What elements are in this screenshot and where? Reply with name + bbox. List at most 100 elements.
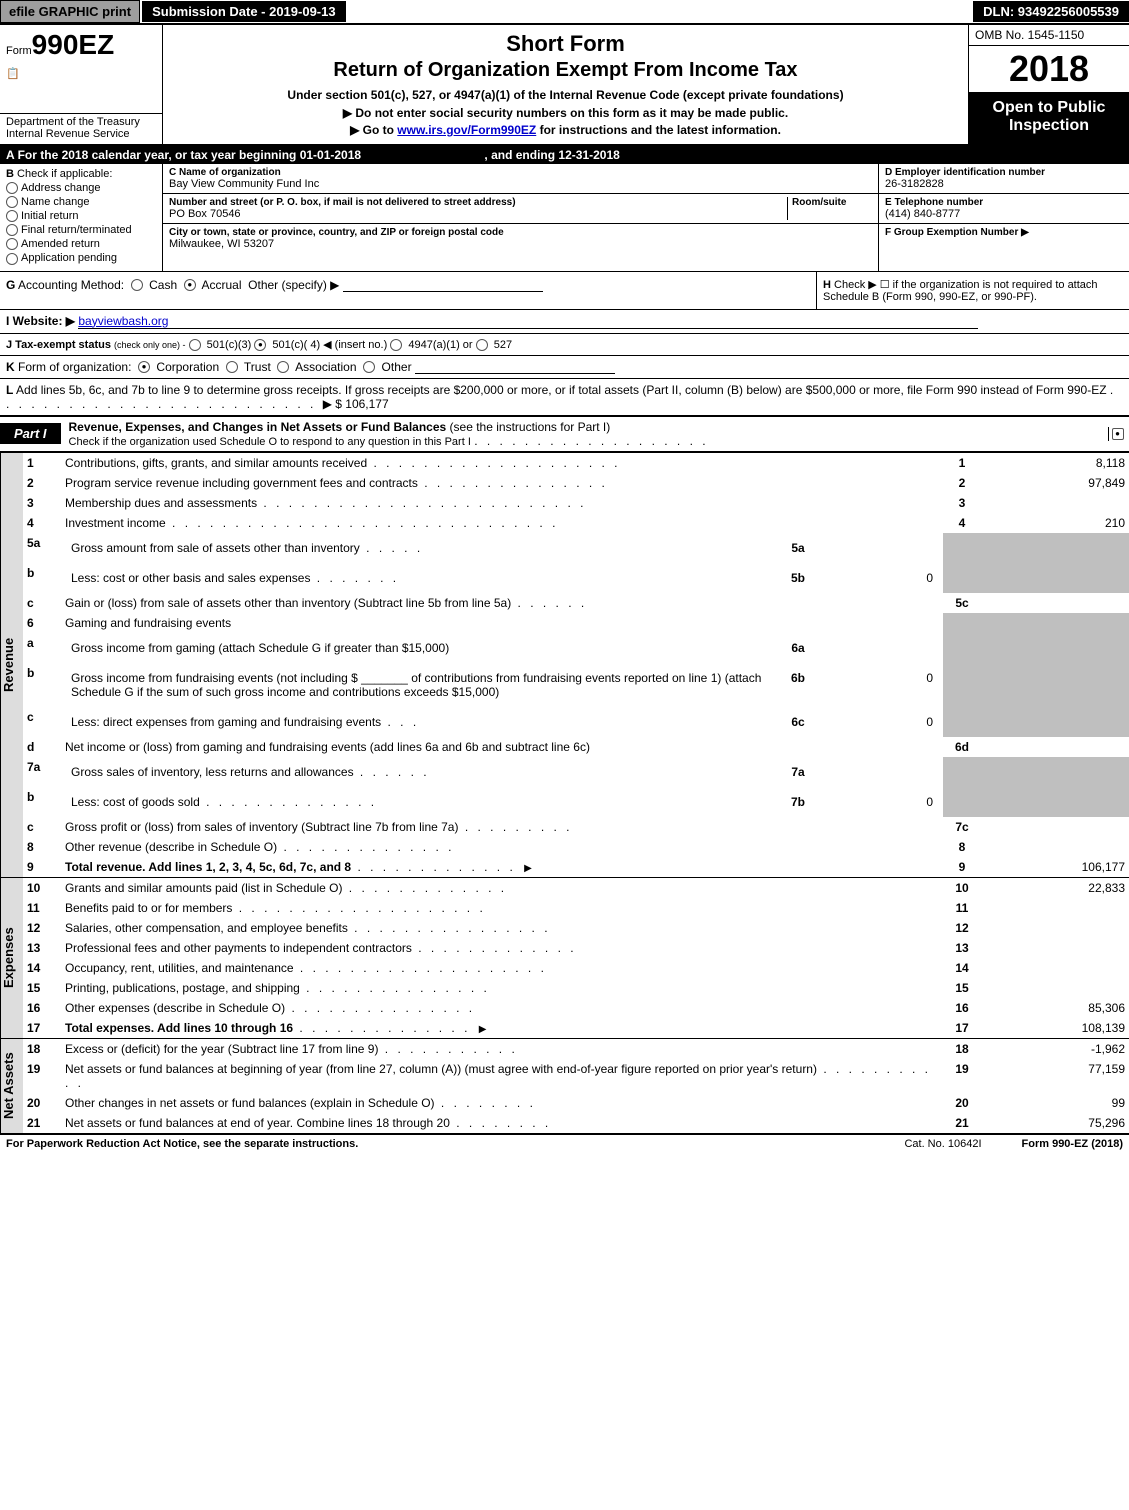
line-3-val: [981, 493, 1129, 513]
chk-final-return[interactable]: [6, 224, 18, 236]
j-note: (check only one) -: [114, 340, 186, 350]
expenses-side-label: Expenses: [0, 878, 23, 1038]
chk-trust[interactable]: [226, 361, 238, 373]
line-7b-ival: 0: [819, 792, 937, 812]
line-6-num: 6: [23, 613, 61, 633]
line-3-rnum: 3: [943, 493, 981, 513]
c-city-label: City or town, state or province, country…: [169, 227, 872, 238]
line-9-desc: Total revenue. Add lines 1, 2, 3, 4, 5c,…: [65, 860, 351, 874]
lbl-cash: Cash: [149, 278, 177, 292]
website-link[interactable]: bayviewbash.org: [78, 314, 978, 329]
chk-assoc[interactable]: [277, 361, 289, 373]
line-20-num: 20: [23, 1093, 61, 1113]
line-5b-shade: [943, 563, 981, 593]
line-6a-shade2: [981, 633, 1129, 663]
org-address: PO Box 70546: [169, 208, 787, 220]
line-6c-ibox: 6c: [779, 712, 817, 732]
line-6a-num: a: [23, 633, 61, 663]
irs-link[interactable]: www.irs.gov/Form990EZ: [397, 123, 536, 137]
h-label: H: [823, 279, 831, 291]
row-l: L Add lines 5b, 6c, and 7b to line 9 to …: [0, 379, 1129, 416]
line-14-desc: Occupancy, rent, utilities, and maintena…: [65, 961, 294, 975]
chk-address-change[interactable]: [6, 182, 18, 194]
line-11-desc: Benefits paid to or for members: [65, 901, 232, 915]
line-17-val: 108,139: [981, 1018, 1129, 1038]
top-bar: efile GRAPHIC print Submission Date - 20…: [0, 0, 1129, 25]
line-16-desc: Other expenses (describe in Schedule O): [65, 1001, 285, 1015]
line-5c-num: c: [23, 593, 61, 613]
line-9-val: 106,177: [981, 857, 1129, 877]
dept-irs: Internal Revenue Service: [6, 128, 156, 140]
revenue-side-label: Revenue: [0, 453, 23, 877]
b-label: B: [6, 168, 14, 180]
chk-app-pending[interactable]: [6, 253, 18, 265]
chk-501c3[interactable]: [189, 339, 201, 351]
form-id-cell: Form990EZ 📋: [0, 25, 163, 114]
line-5c-rnum: 5c: [943, 593, 981, 613]
column-c: C Name of organization Bay View Communit…: [163, 164, 878, 271]
line-21-num: 21: [23, 1113, 61, 1133]
chk-other-org[interactable]: [363, 361, 375, 373]
line-19-val: 77,159: [981, 1059, 1129, 1093]
line-6c-desc: Less: direct expenses from gaming and fu…: [71, 715, 381, 729]
k-text: Form of organization:: [18, 360, 131, 374]
tax-year: 2018: [969, 46, 1129, 93]
line-6c-ival: 0: [819, 712, 937, 732]
line-16-rnum: 16: [943, 998, 981, 1018]
line-6-shade2: [981, 613, 1129, 633]
line-14-val: [981, 958, 1129, 978]
line-15-desc: Printing, publications, postage, and shi…: [65, 981, 300, 995]
line-12-num: 12: [23, 918, 61, 938]
column-b: B Check if applicable: Address change Na…: [0, 164, 163, 271]
line-6-desc: Gaming and fundraising events: [61, 613, 943, 633]
line-4-rnum: 4: [943, 513, 981, 533]
line-2-num: 2: [23, 473, 61, 493]
row-g-h: G Accounting Method: Cash Accrual Other …: [0, 272, 1129, 310]
line-21-desc: Net assets or fund balances at end of ye…: [65, 1116, 450, 1130]
chk-accrual[interactable]: [184, 279, 196, 291]
lbl-527: 527: [494, 339, 512, 351]
line-5a-ival: [819, 538, 937, 558]
line-14-rnum: 14: [943, 958, 981, 978]
line-1-desc: Contributions, gifts, grants, and simila…: [65, 456, 367, 470]
line-6a-desc: Gross income from gaming (attach Schedul…: [71, 641, 449, 655]
line-5c-val: [981, 593, 1129, 613]
line-20-rnum: 20: [943, 1093, 981, 1113]
line-4-val: 210: [981, 513, 1129, 533]
sec-a-text: For the 2018 calendar year, or tax year …: [18, 148, 362, 162]
line-7a-desc: Gross sales of inventory, less returns a…: [71, 765, 354, 779]
line-7a-shade: [943, 757, 981, 787]
line-5a-num: 5a: [23, 533, 61, 563]
efile-print-button[interactable]: efile GRAPHIC print: [0, 0, 140, 23]
line-6b-shade2: [981, 663, 1129, 707]
room-label: Room/suite: [792, 197, 872, 208]
lbl-501c3: 501(c)(3): [207, 339, 252, 351]
line-7c-desc: Gross profit or (loss) from sales of inv…: [65, 820, 458, 834]
chk-501c4[interactable]: [254, 339, 266, 351]
line-12-desc: Salaries, other compensation, and employ…: [65, 921, 348, 935]
k-label: K: [6, 360, 15, 374]
line-8-val: [981, 837, 1129, 857]
chk-4947[interactable]: [390, 339, 402, 351]
sched-o-check[interactable]: [1108, 427, 1129, 441]
l-label: L: [6, 383, 13, 397]
chk-527[interactable]: [476, 339, 488, 351]
inst-pre: ▶ Go to: [350, 123, 397, 137]
line-12-rnum: 12: [943, 918, 981, 938]
lbl-app-pending: Application pending: [21, 252, 117, 264]
org-city: Milwaukee, WI 53207: [169, 238, 872, 250]
line-6d-val: [981, 737, 1129, 757]
line-9-num: 9: [23, 857, 61, 877]
line-16-val: 85,306: [981, 998, 1129, 1018]
chk-initial-return[interactable]: [6, 210, 18, 222]
chk-corp[interactable]: [138, 361, 150, 373]
inst-post: for instructions and the latest informat…: [536, 123, 781, 137]
chk-name-change[interactable]: [6, 196, 18, 208]
line-6d-rnum: 6d: [943, 737, 981, 757]
chk-cash[interactable]: [131, 279, 143, 291]
d-ein-label: D Employer identification number: [885, 167, 1123, 178]
line-6a-ibox: 6a: [779, 638, 817, 658]
line-10-val: 22,833: [981, 878, 1129, 898]
chk-amended[interactable]: [6, 238, 18, 250]
line-21-rnum: 21: [943, 1113, 981, 1133]
